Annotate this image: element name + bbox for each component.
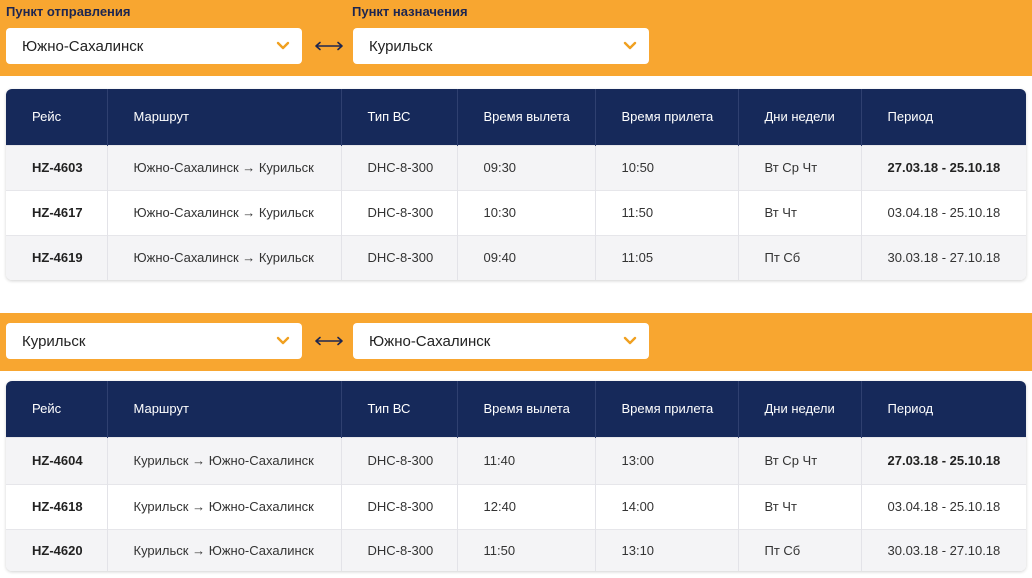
arrival-time: 10:50: [595, 144, 739, 190]
period: 27.03.18 - 25.10.18: [861, 144, 1026, 190]
departure-time: 10:30: [457, 189, 596, 235]
route: Южно-Сахалинск → Курильск: [107, 189, 342, 235]
col-period: Период: [887, 109, 934, 125]
table-row: HZ-4620 Курильск → Южно-Сахалинск DHC-8-…: [6, 528, 1026, 571]
schedule-table-2: Рейс Маршрут Тип ВС Время вылета Время п…: [6, 381, 1026, 571]
weekdays: Пт Сб: [738, 234, 862, 280]
col-departure: Время вылета: [457, 89, 596, 145]
col-route: Маршрут: [107, 89, 342, 145]
aircraft-type: DHC-8-300: [341, 144, 458, 190]
aircraft-type: DHC-8-300: [341, 528, 458, 571]
chevron-down-icon: [623, 41, 637, 50]
to-label: Пункт назначения: [352, 4, 468, 19]
flight-number: HZ-4619: [6, 234, 108, 280]
aircraft-type: DHC-8-300: [341, 234, 458, 280]
col-period: Период: [887, 401, 934, 417]
flight-number: HZ-4620: [6, 528, 108, 571]
chevron-down-icon: [623, 336, 637, 345]
col-flight: Рейс: [6, 89, 108, 145]
route: Южно-Сахалинск → Курильск: [107, 144, 342, 190]
col-flight: Рейс: [6, 381, 108, 437]
departure-time: 12:40: [457, 483, 596, 529]
period: 30.03.18 - 27.10.18: [861, 234, 1026, 280]
period: 30.03.18 - 27.10.18: [861, 528, 1026, 571]
flight-number: HZ-4618: [6, 483, 108, 529]
table-row: HZ-4617 Южно-Сахалинск → Курильск DHC-8-…: [6, 189, 1026, 235]
chevron-down-icon: [276, 336, 290, 345]
col-aircraft: Тип ВС: [341, 89, 458, 145]
col-days: Дни недели: [738, 89, 862, 145]
to-select-value: Курильск: [369, 37, 433, 55]
table-row: HZ-4604 Курильск → Южно-Сахалинск DHC-8-…: [6, 436, 1026, 484]
route: Курильск → Южно-Сахалинск: [107, 436, 342, 484]
col-arrival: Время прилета: [595, 89, 739, 145]
route: Курильск → Южно-Сахалинск: [107, 528, 342, 571]
from-select-value: Южно-Сахалинск: [22, 37, 144, 55]
flight-number: HZ-4604: [6, 436, 108, 484]
period: 03.04.18 - 25.10.18: [861, 189, 1026, 235]
col-aircraft: Тип ВС: [341, 381, 458, 437]
period: 27.03.18 - 25.10.18: [861, 436, 1026, 484]
search-bar-bottom: Курильск Южно-Сахалинск: [0, 313, 1032, 371]
from-select[interactable]: Южно-Сахалинск: [6, 28, 302, 64]
arrival-time: 13:10: [595, 528, 739, 571]
table-row: HZ-4619 Южно-Сахалинск → Курильск DHC-8-…: [6, 234, 1026, 280]
flight-number: HZ-4617: [6, 189, 108, 235]
to-select[interactable]: Курильск: [353, 28, 649, 64]
departure-time: 11:40: [457, 436, 596, 484]
swap-arrows-icon[interactable]: [314, 40, 344, 52]
route: Курильск → Южно-Сахалинск: [107, 483, 342, 529]
col-arrival: Время прилета: [595, 381, 739, 437]
arrival-time: 14:00: [595, 483, 739, 529]
weekdays: Вт Чт: [738, 483, 862, 529]
weekdays: Вт Ср Чт: [738, 144, 862, 190]
aircraft-type: DHC-8-300: [341, 189, 458, 235]
arrival-time: 13:00: [595, 436, 739, 484]
col-days: Дни недели: [738, 381, 862, 437]
from-select-return[interactable]: Курильск: [6, 323, 302, 359]
col-route: Маршрут: [107, 381, 342, 437]
to-select-return[interactable]: Южно-Сахалинск: [353, 323, 649, 359]
table-row: HZ-4618 Курильск → Южно-Сахалинск DHC-8-…: [6, 483, 1026, 529]
period: 03.04.18 - 25.10.18: [861, 483, 1026, 529]
weekdays: Пт Сб: [738, 528, 862, 571]
arrival-time: 11:50: [595, 189, 739, 235]
from-select-value: Курильск: [22, 332, 86, 350]
col-departure: Время вылета: [457, 381, 596, 437]
swap-arrows-icon[interactable]: [314, 335, 344, 347]
aircraft-type: DHC-8-300: [341, 436, 458, 484]
chevron-down-icon: [276, 41, 290, 50]
route: Южно-Сахалинск → Курильск: [107, 234, 342, 280]
departure-time: 09:30: [457, 144, 596, 190]
table-header-row: Рейс Маршрут Тип ВС Время вылета Время п…: [6, 89, 1026, 145]
search-bar-top: Пункт отправления Пункт назначения Южно-…: [0, 0, 1032, 76]
weekdays: Вт Ср Чт: [738, 436, 862, 484]
departure-time: 11:50: [457, 528, 596, 571]
arrival-time: 11:05: [595, 234, 739, 280]
schedule-table-1: Рейс Маршрут Тип ВС Время вылета Время п…: [6, 89, 1026, 280]
aircraft-type: DHC-8-300: [341, 483, 458, 529]
flight-number: HZ-4603: [6, 144, 108, 190]
weekdays: Вт Чт: [738, 189, 862, 235]
table-header-row: Рейс Маршрут Тип ВС Время вылета Время п…: [6, 381, 1026, 437]
from-label: Пункт отправления: [6, 4, 131, 19]
to-select-value: Южно-Сахалинск: [369, 332, 491, 350]
table-row: HZ-4603 Южно-Сахалинск → Курильск DHC-8-…: [6, 144, 1026, 190]
departure-time: 09:40: [457, 234, 596, 280]
